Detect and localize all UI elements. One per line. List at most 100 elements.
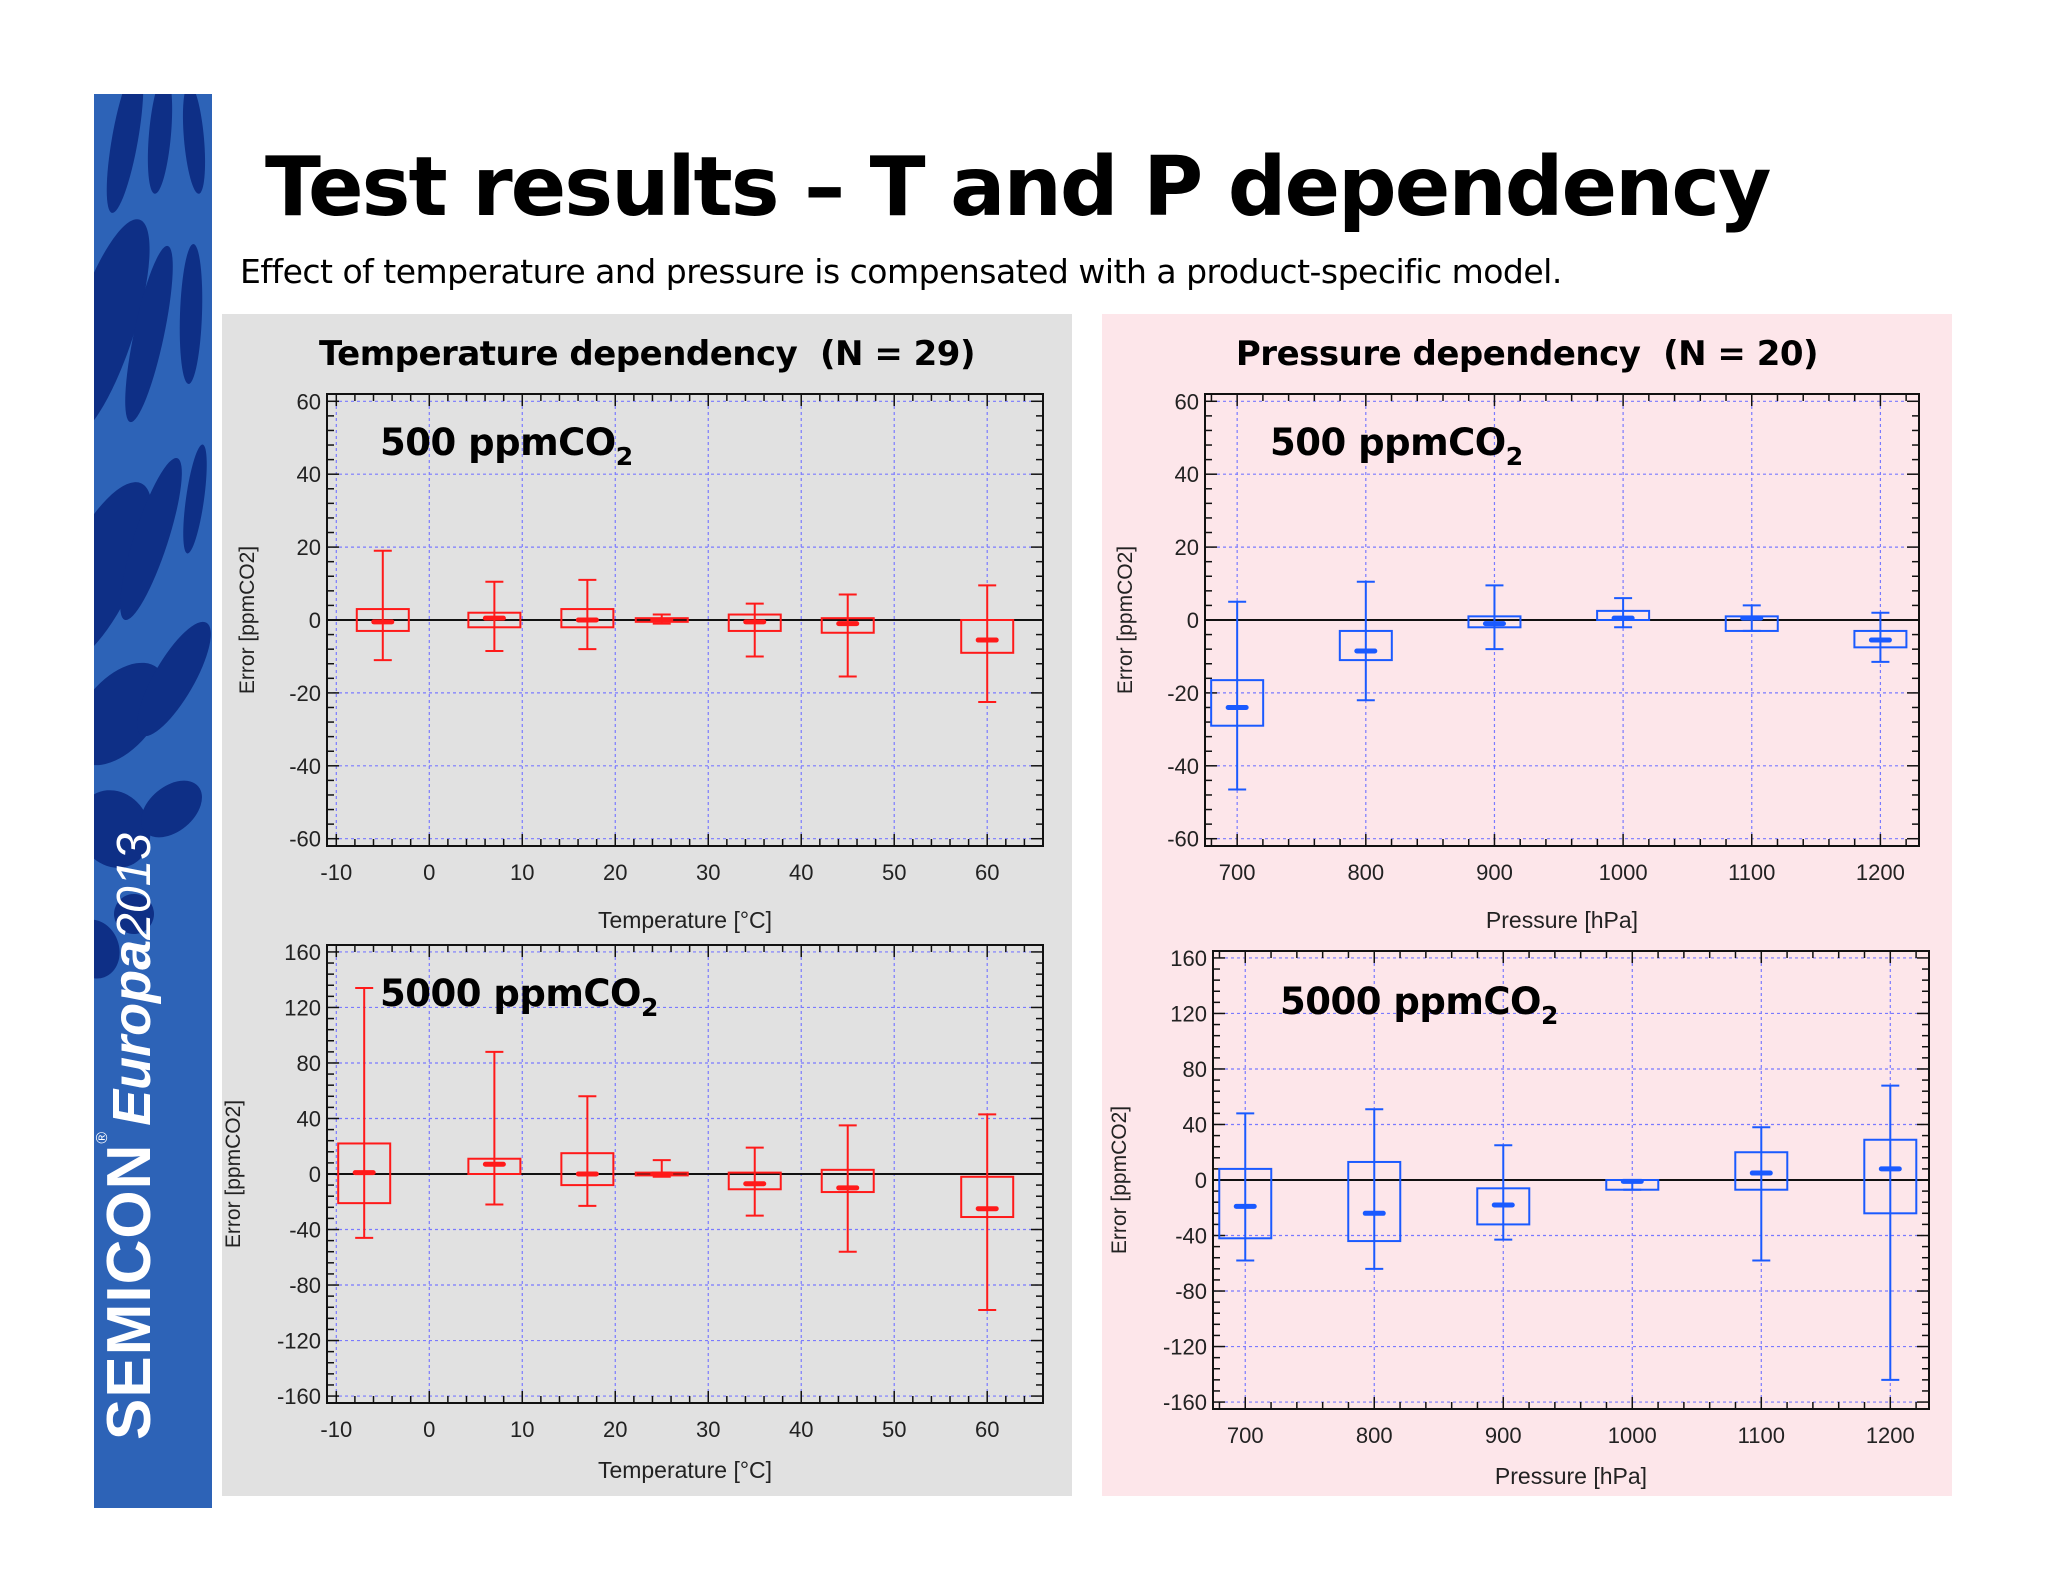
box-900 (1476, 1144, 1531, 1241)
y-tick-label: 40 (297, 1106, 321, 1131)
y-tick-label: 0 (1195, 1168, 1207, 1193)
iqr-box (467, 611, 522, 629)
x-tick-label: 30 (696, 1417, 720, 1442)
x-tick-label: 50 (882, 860, 906, 885)
x-tick-label: 800 (1356, 1423, 1393, 1448)
x-tick-label: 10 (510, 1417, 534, 1442)
iqr-box (1476, 1187, 1531, 1226)
y-tick-label: 40 (297, 462, 321, 487)
y-tick-label: -40 (1175, 1224, 1207, 1249)
box-800 (1347, 1108, 1402, 1270)
y-tick-label: 60 (1175, 389, 1199, 414)
y-tick-label: -60 (289, 827, 321, 852)
box-45 (820, 593, 875, 678)
plot-frame (1204, 393, 1920, 847)
iqr-box (1218, 1167, 1273, 1240)
iqr-box (337, 1142, 392, 1205)
slide-title: Test results – T and P dependency (265, 140, 1771, 235)
plot-frame (1212, 950, 1930, 1410)
x-tick-label: 800 (1347, 860, 1384, 885)
box-800 (1338, 580, 1393, 702)
x-axis-label: Pressure [hPa] (1486, 907, 1638, 933)
y-tick-label: 120 (284, 995, 321, 1020)
x-tick-label: 900 (1485, 1423, 1522, 1448)
concentration-annotation: 5000 ppmCO2 (1280, 980, 1558, 1030)
y-tick-label: -20 (289, 681, 321, 706)
y-axis-label: Error [ppmCO2] (222, 1100, 245, 1248)
y-tick-label: -60 (1167, 827, 1199, 852)
box-700 (1218, 1112, 1273, 1262)
box-1200 (1853, 611, 1908, 663)
y-tick-label: 60 (297, 389, 321, 414)
y-tick-label: 20 (1175, 535, 1199, 560)
x-axis-label: Pressure [hPa] (1495, 1463, 1647, 1489)
x-tick-label: 1000 (1608, 1423, 1657, 1448)
x-tick-label: 900 (1476, 860, 1513, 885)
annotation-text: 5000 ppmCO (380, 972, 641, 1015)
iqr-box (1210, 679, 1265, 727)
box-1000 (1596, 597, 1651, 629)
x-tick-label: 1000 (1599, 860, 1648, 885)
boxplot-chart-2: 700 800 900 1000 1100 1200 -60 -40 -20 0 20 40 60 Pre… (1114, 389, 1920, 933)
x-tick-label: -10 (320, 860, 352, 885)
semicon-sidebar (94, 94, 212, 1508)
iqr-box (467, 1157, 522, 1175)
y-tick-label: 0 (1187, 608, 1199, 633)
y-tick-label: -20 (1167, 681, 1199, 706)
x-axis-label: Temperature [°C] (598, 907, 772, 933)
boxplot-chart-3: -10 0 10 20 30 40 50 60 -160 -120 -80 -40 0 40 80 120 16… (222, 940, 1044, 1483)
y-tick-label: 40 (1183, 1112, 1207, 1137)
y-tick-label: -120 (1163, 1335, 1207, 1360)
y-tick-label: -160 (1163, 1390, 1207, 1415)
temperature-panel-title: Temperature dependency (N = 29) (319, 334, 976, 374)
x-tick-label: 60 (975, 1417, 999, 1442)
annotation-subscript: 2 (616, 442, 633, 471)
y-tick-label: 0 (309, 608, 321, 633)
y-tick-label: 80 (297, 1051, 321, 1076)
x-tick-label: 1200 (1866, 1423, 1915, 1448)
pressure-panel: Pressure dependency (N = 20) (1102, 314, 1952, 1496)
plot-frame (326, 393, 1044, 847)
y-tick-label: 40 (1175, 462, 1199, 487)
iqr-box (727, 1171, 782, 1191)
y-axis-label: Error [ppmCO2] (1108, 1106, 1131, 1254)
boxplot-chart-1: -10 0 10 20 30 40 50 60 -60 -40 -20 0 20 40 60 Temperat… (236, 389, 1044, 933)
annotation-text: 500 ppmCO (380, 421, 616, 464)
y-tick-label: -80 (1175, 1279, 1207, 1304)
box-900 (1467, 584, 1522, 651)
box-60 (960, 1113, 1015, 1312)
x-tick-label: 20 (603, 1417, 627, 1442)
iqr-box (1734, 1151, 1789, 1191)
annotation-text: 5000 ppmCO (1280, 980, 1541, 1023)
y-tick-label: -120 (277, 1329, 321, 1354)
plot-frame (326, 944, 1044, 1404)
annotation-text: 500 ppmCO (1270, 421, 1506, 464)
x-tick-label: 0 (423, 860, 435, 885)
y-tick-label: -40 (1167, 754, 1199, 779)
y-axis-label: Error [ppmCO2] (1114, 546, 1137, 694)
y-tick-label: 120 (1170, 1001, 1207, 1026)
y-tick-label: 160 (284, 940, 321, 965)
x-tick-label: 10 (510, 860, 534, 885)
box-1200 (1863, 1084, 1918, 1381)
iqr-box (820, 1168, 875, 1194)
x-tick-label: -10 (320, 1417, 352, 1442)
box-25 (634, 613, 689, 625)
box-1100 (1734, 1126, 1789, 1262)
box-7 (467, 1050, 522, 1206)
box-60 (960, 584, 1015, 704)
box-45 (820, 1124, 875, 1253)
iqr-box (1347, 1160, 1402, 1243)
x-tick-label: 1100 (1738, 1423, 1785, 1448)
iqr-box (960, 619, 1015, 654)
x-tick-label: 40 (789, 860, 813, 885)
x-tick-label: 700 (1219, 860, 1256, 885)
annotation-subscript: 2 (1541, 1001, 1558, 1030)
iqr-box (355, 608, 410, 632)
box-25 (634, 1159, 689, 1178)
y-tick-label: 80 (1183, 1057, 1207, 1082)
iqr-box (1863, 1138, 1918, 1215)
x-tick-label: 50 (882, 1417, 906, 1442)
box-17 (560, 578, 615, 651)
y-tick-label: -40 (289, 754, 321, 779)
